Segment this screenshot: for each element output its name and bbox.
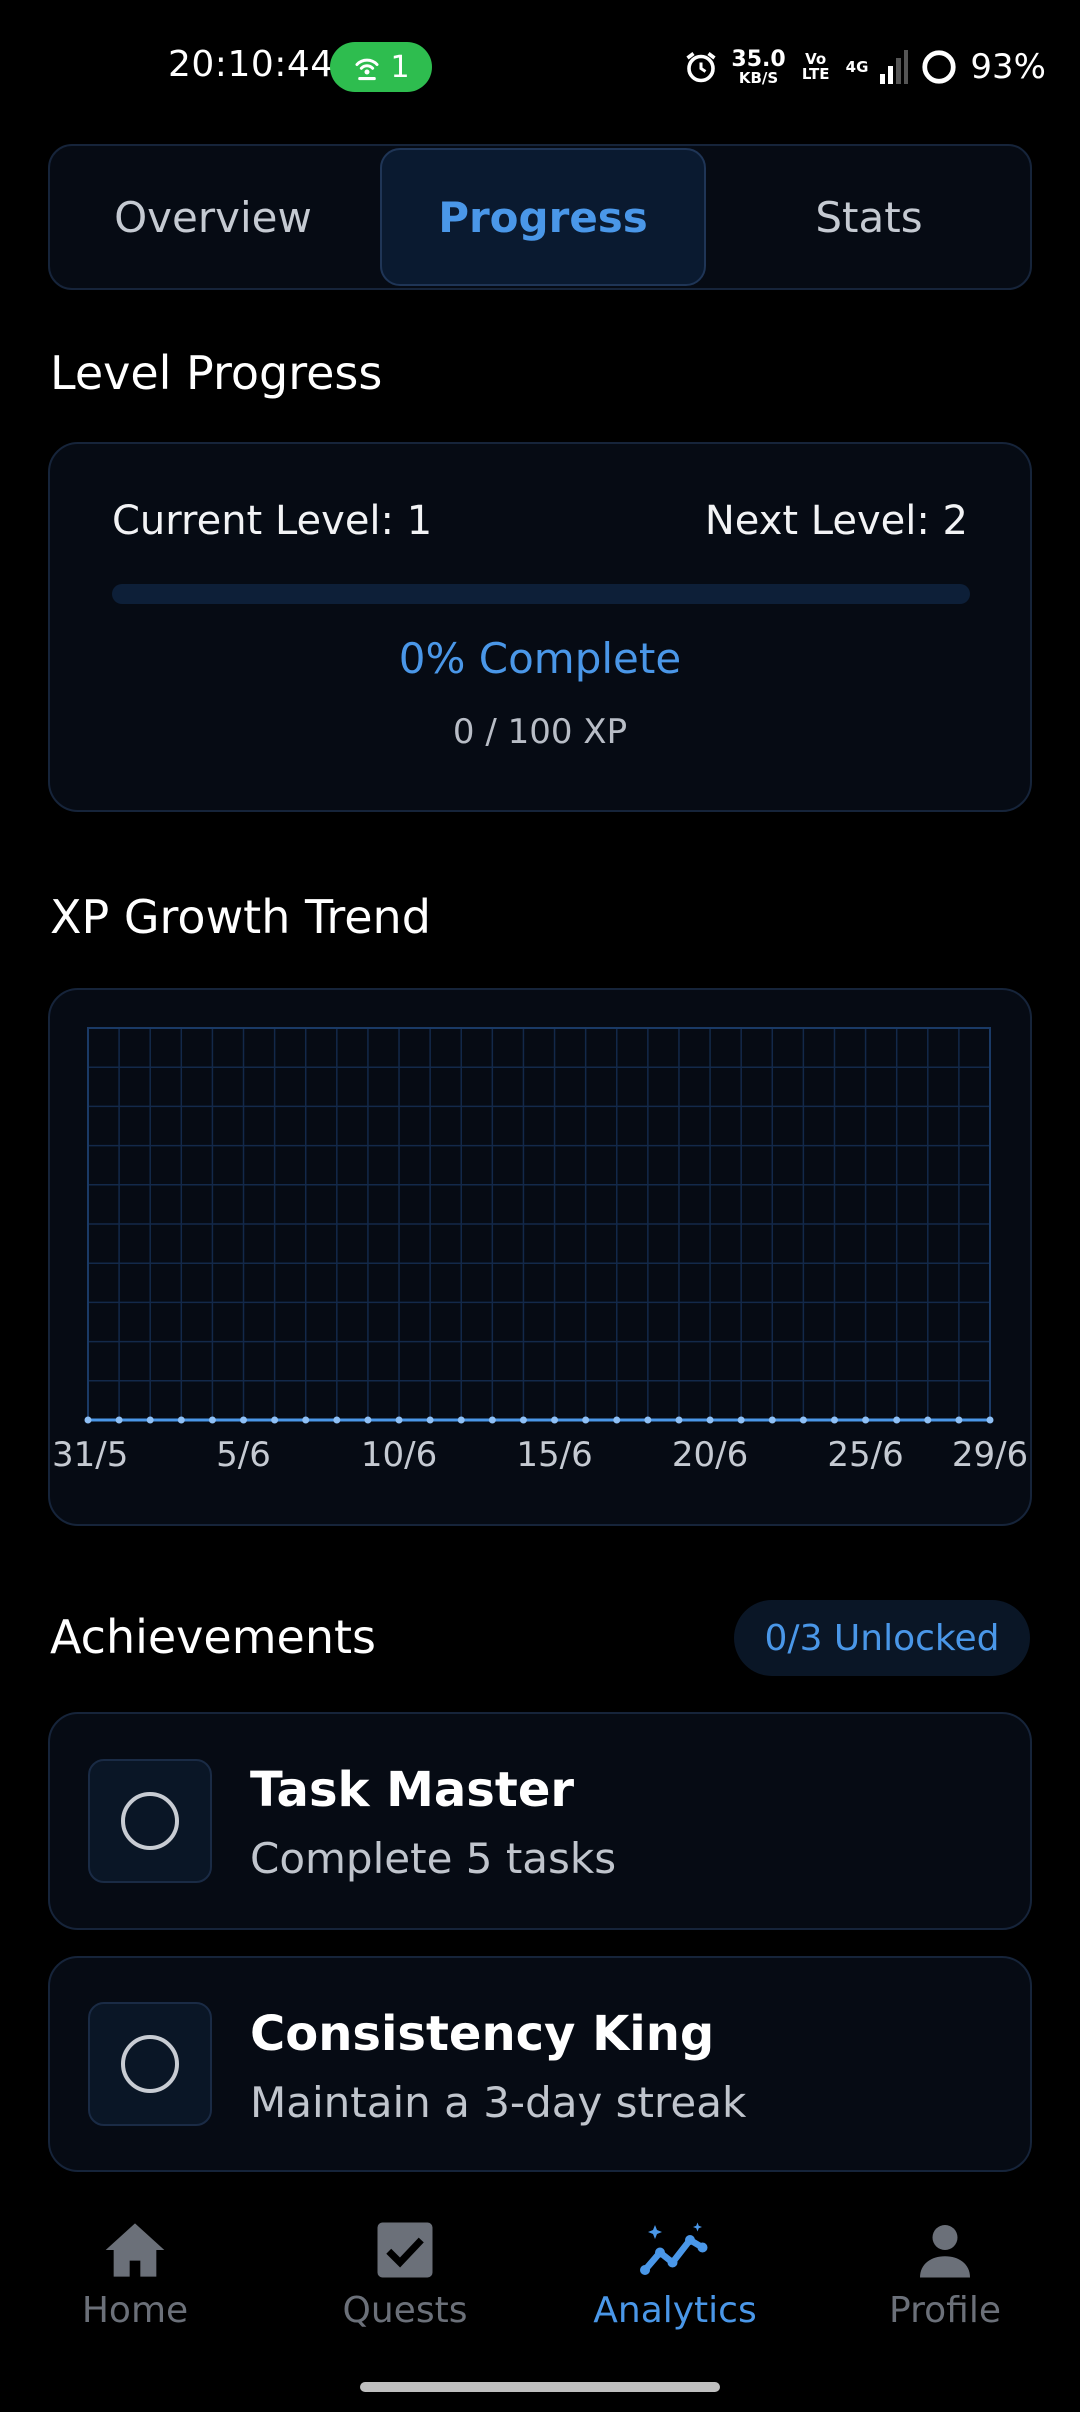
level-progress-title: Level Progress xyxy=(50,346,383,400)
chart-x-tick-label: 5/6 xyxy=(216,1435,271,1475)
chart-data-point xyxy=(675,1416,683,1424)
nav-profile[interactable]: Profile xyxy=(810,2220,1080,2331)
chart-data-point xyxy=(302,1416,310,1424)
chart-data-point xyxy=(768,1416,776,1424)
level-percent: 0% Complete xyxy=(398,634,682,683)
chart-data-point xyxy=(395,1416,403,1424)
chart-x-tick-label: 20/6 xyxy=(672,1435,748,1475)
chart-data-point xyxy=(613,1416,621,1424)
hotspot-icon xyxy=(355,58,379,81)
tab-overview[interactable]: Overview xyxy=(114,192,312,242)
network-type: 4G xyxy=(845,57,869,76)
nav-quests-label: Quests xyxy=(342,2290,468,2331)
chart-data-point xyxy=(115,1416,123,1424)
chart-data-point xyxy=(84,1416,92,1424)
unlocked-badge: 0/3 Unlocked xyxy=(734,1600,1030,1676)
chart-x-tick-label: 15/6 xyxy=(516,1435,592,1475)
battery-ring-icon xyxy=(922,50,957,84)
segment-tabs: Overview Progress Stats xyxy=(48,144,1032,290)
chart-data-point xyxy=(333,1416,341,1424)
network-speed: 35.0 KB/S xyxy=(731,46,786,87)
nav-quests[interactable]: Quests xyxy=(270,2220,540,2331)
analytics-icon xyxy=(640,2222,708,2275)
chart-data-point xyxy=(426,1416,434,1424)
nav-profile-label: Profile xyxy=(889,2290,1001,2331)
chart-data-point xyxy=(737,1416,745,1424)
volte-indicator: Vo LTE xyxy=(801,50,830,83)
chart-data-point xyxy=(644,1416,652,1424)
chart-data-point xyxy=(862,1416,870,1424)
chart-data-point xyxy=(240,1416,248,1424)
bottom-navigation: Home Quests Analytics Profile xyxy=(0,2200,1080,2412)
chart-data-point xyxy=(208,1416,216,1424)
achievement-description: Maintain a 3-day streak xyxy=(250,2078,747,2127)
achievement-title: Consistency King xyxy=(250,2006,715,2062)
status-bar: 20:10:44 1 35.0 KB/S Vo LTE 4G xyxy=(0,0,1080,130)
chart-x-tick-label: 10/6 xyxy=(361,1435,437,1475)
xp-trend-title: XP Growth Trend xyxy=(50,890,431,944)
next-level: Next Level: 2 xyxy=(704,498,968,544)
alarm-icon xyxy=(686,52,716,83)
chart-data-point xyxy=(986,1416,994,1424)
chart-data-point xyxy=(830,1416,838,1424)
xp-trend-card: 31/5 5/6 10/6 15/6 20/6 25/6 29/6 xyxy=(48,988,1032,1526)
achievements-title: Achievements xyxy=(50,1610,376,1664)
nav-analytics[interactable]: Analytics xyxy=(540,2220,810,2331)
chart-data-point xyxy=(177,1416,185,1424)
achievement-icon-box xyxy=(88,1759,212,1883)
chart-data-point xyxy=(364,1416,372,1424)
chart-x-tick-label: 31/5 xyxy=(52,1435,128,1475)
chart-data-point xyxy=(955,1416,963,1424)
chart-data-point xyxy=(519,1416,527,1424)
level-xp: 0 / 100 XP xyxy=(452,712,628,752)
hotspot-indicator[interactable]: 1 xyxy=(330,42,432,92)
nav-home-label: Home xyxy=(81,2290,189,2331)
chart-data-point xyxy=(271,1416,279,1424)
achievement-title: Task Master xyxy=(250,1762,575,1818)
chart-data-point xyxy=(488,1416,496,1424)
circle-outline-icon xyxy=(121,2035,179,2093)
xp-growth-chart: 31/5 5/6 10/6 15/6 20/6 25/6 29/6 xyxy=(52,1027,1028,1475)
level-progress-bar xyxy=(112,584,970,604)
hotspot-count: 1 xyxy=(390,49,410,85)
achievement-card[interactable]: Consistency King Maintain a 3-day streak xyxy=(48,1956,1032,2172)
chart-data-point xyxy=(706,1416,714,1424)
chart-data-point xyxy=(146,1416,154,1424)
chart-data-point xyxy=(582,1416,590,1424)
signal-icon xyxy=(880,50,909,84)
status-time: 20:10:44 xyxy=(168,44,334,85)
battery-level: 93% xyxy=(970,47,1046,87)
current-level: Current Level: 1 xyxy=(112,498,433,544)
tab-progress[interactable]: Progress xyxy=(380,148,706,286)
chart-data-point xyxy=(893,1416,901,1424)
checkbox-icon xyxy=(377,2222,433,2278)
achievement-card[interactable]: Task Master Complete 5 tasks xyxy=(48,1712,1032,1930)
chart-x-tick-label: 29/6 xyxy=(952,1435,1028,1475)
achievement-icon-box xyxy=(88,2002,212,2126)
chart-x-tick-label: 25/6 xyxy=(827,1435,903,1475)
chart-data-point xyxy=(924,1416,932,1424)
home-icon xyxy=(105,2223,165,2277)
circle-outline-icon xyxy=(121,1792,179,1850)
chart-data-point xyxy=(551,1416,559,1424)
chart-data-point xyxy=(457,1416,465,1424)
level-progress-card: Current Level: 1 Next Level: 2 0% Comple… xyxy=(48,442,1032,812)
nav-home[interactable]: Home xyxy=(0,2220,270,2331)
gesture-home-bar[interactable] xyxy=(360,2382,720,2392)
tab-stats[interactable]: Stats xyxy=(815,192,923,242)
person-icon xyxy=(920,2225,970,2278)
chart-data-point xyxy=(799,1416,807,1424)
nav-analytics-label: Analytics xyxy=(593,2290,757,2331)
achievement-description: Complete 5 tasks xyxy=(250,1834,617,1883)
